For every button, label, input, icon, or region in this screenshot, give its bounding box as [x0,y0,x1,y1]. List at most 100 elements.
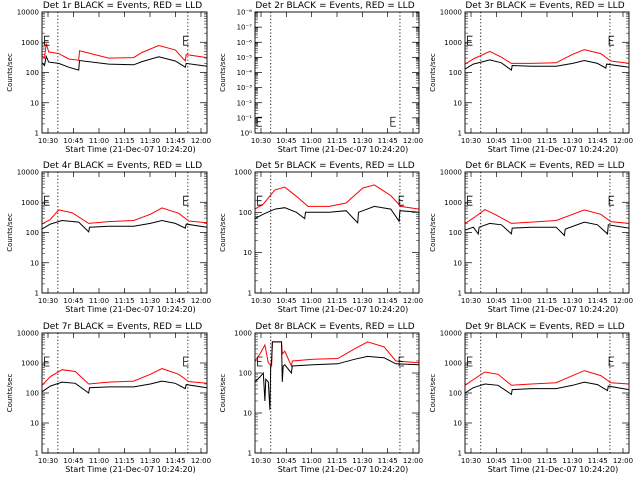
y-tick-label: 1000 [21,360,39,368]
lld-series-line [464,209,630,224]
x-tick-label: 11:30 [562,297,582,305]
y-tick-label: 10⁻⁵ [237,54,253,62]
x-tick-label: 12:00 [403,457,423,465]
x-tick-label: 11:15 [537,457,557,465]
y-tick-label: 1 [458,450,462,458]
plot-frame [254,332,420,454]
plot-frame [464,11,630,134]
x-axis-label: Start Time (21-Dec-07 10:24:20) [278,145,409,154]
y-tick-label: 100 [26,390,39,398]
x-tick-label: 11:15 [114,297,134,305]
y-axis-label: Counts/sec [6,213,14,252]
events-series-line [41,380,208,394]
x-tick-label: 11:30 [352,457,372,465]
x-tick-label: 10:45 [276,297,296,305]
detector-panel: Det 9r BLACK = Events, RED = LLD Counts/s… [429,322,633,474]
lld-series-line [464,49,630,65]
y-tick-label: 100 [449,69,462,77]
x-tick-label: 12:00 [403,137,423,145]
y-tick-label: 1 [35,450,39,458]
lld-series-line [254,341,420,368]
x-tick-label: 12:00 [403,297,423,305]
y-tick-label: 10 [243,249,252,257]
x-axis-label: Start Time (21-Dec-07 10:24:20) [278,305,409,314]
x-tick-label: 10:30 [251,137,271,145]
x-tick-label: 10:30 [461,137,481,145]
y-tick-label: 10 [453,420,462,428]
x-tick-label: 11:30 [140,297,160,305]
y-tick-label: 10000 [440,330,462,338]
x-tick-label: 11:45 [378,137,398,145]
x-tick-label: 10:45 [63,297,83,305]
events-series-line [464,221,630,237]
flag-marker [467,356,473,367]
y-tick-label: 10⁻² [237,99,253,107]
flag-marker [183,35,189,46]
events-series-line [254,205,420,224]
x-tick-label: 11:00 [302,137,322,145]
detector-panel: Det 3r BLACK = Events, RED = LLD Counts/s… [429,1,633,154]
plot-frame [41,332,208,454]
y-axis-label: Counts/sec [219,374,227,413]
flag-marker [608,35,615,46]
x-tick-label: 10:30 [38,297,58,305]
y-axis-label: Counts/sec [429,53,437,92]
x-tick-label: 11:45 [378,457,398,465]
panel-title: Det 1r BLACK = Events, RED = LLD [43,1,202,11]
x-tick-label: 11:45 [588,137,608,145]
x-tick-label: 10:30 [461,297,481,305]
x-tick-label: 12:00 [613,297,633,305]
x-axis-label: Start Time (21-Dec-07 10:24:20) [65,305,196,314]
x-axis-label: Start Time (21-Dec-07 10:24:20) [488,465,619,474]
x-axis-label: Start Time (21-Dec-07 10:24:20) [65,465,196,474]
y-axis-label: Counts/sec [6,374,14,413]
flag-marker [44,195,50,206]
lld-series-line [464,370,630,386]
y-tick-label: 1000 [21,39,39,47]
x-tick-label: 11:15 [327,297,347,305]
plot-frame [254,171,420,294]
x-tick-label: 11:30 [140,137,160,145]
detector-panel: Det 2r BLACK = Events, RED = LLD Counts/s… [219,1,423,154]
detector-panel: Det 6r BLACK = Events, RED = LLD Counts/s… [429,161,633,314]
lld-series-line [41,207,208,225]
panel-title: Det 7r BLACK = Events, RED = LLD [43,322,202,332]
events-series-line [41,219,208,233]
detector-panel: Det 1r BLACK = Events, RED = LLD Counts/s… [6,1,211,154]
x-axis-label: Start Time (21-Dec-07 10:24:20) [65,145,196,154]
x-tick-label: 10:30 [38,137,58,145]
x-tick-label: 11:15 [327,137,347,145]
x-tick-label: 11:00 [89,457,109,465]
y-axis-label: Counts/sec [219,213,227,252]
x-tick-label: 11:45 [588,457,608,465]
x-tick-label: 12:00 [191,297,211,305]
x-axis-label: Start Time (21-Dec-07 10:24:20) [488,305,619,314]
x-axis-label: Start Time (21-Dec-07 10:24:20) [278,465,409,474]
plot-frame [464,332,630,454]
y-tick-label: 10 [453,99,462,107]
lld-series-line [254,184,420,210]
x-tick-label: 11:15 [114,137,134,145]
x-tick-label: 10:45 [276,457,296,465]
flag-marker [44,35,50,46]
x-tick-label: 11:30 [562,457,582,465]
panel-title: Det 6r BLACK = Events, RED = LLD [465,161,624,171]
y-tick-label: 100 [449,229,462,237]
flag-marker [467,35,473,46]
y-tick-label: 100 [239,370,252,378]
panel-title: Det 9r BLACK = Events, RED = LLD [465,322,624,332]
x-tick-label: 11:45 [378,297,398,305]
x-axis-label: Start Time (21-Dec-07 10:24:20) [488,145,619,154]
x-tick-label: 10:45 [486,297,506,305]
x-tick-label: 11:00 [89,297,109,305]
x-tick-label: 12:00 [613,137,633,145]
detector-panel: Det 5r BLACK = Events, RED = LLD Counts/s… [219,161,423,314]
x-tick-label: 11:45 [165,137,185,145]
x-tick-label: 10:30 [38,457,58,465]
events-series-line [254,341,420,410]
y-tick-label: 10 [30,99,39,107]
flag-marker [608,356,615,367]
flag-marker [467,195,473,206]
